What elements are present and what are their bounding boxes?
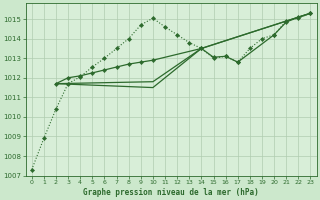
X-axis label: Graphe pression niveau de la mer (hPa): Graphe pression niveau de la mer (hPa) — [83, 188, 259, 197]
